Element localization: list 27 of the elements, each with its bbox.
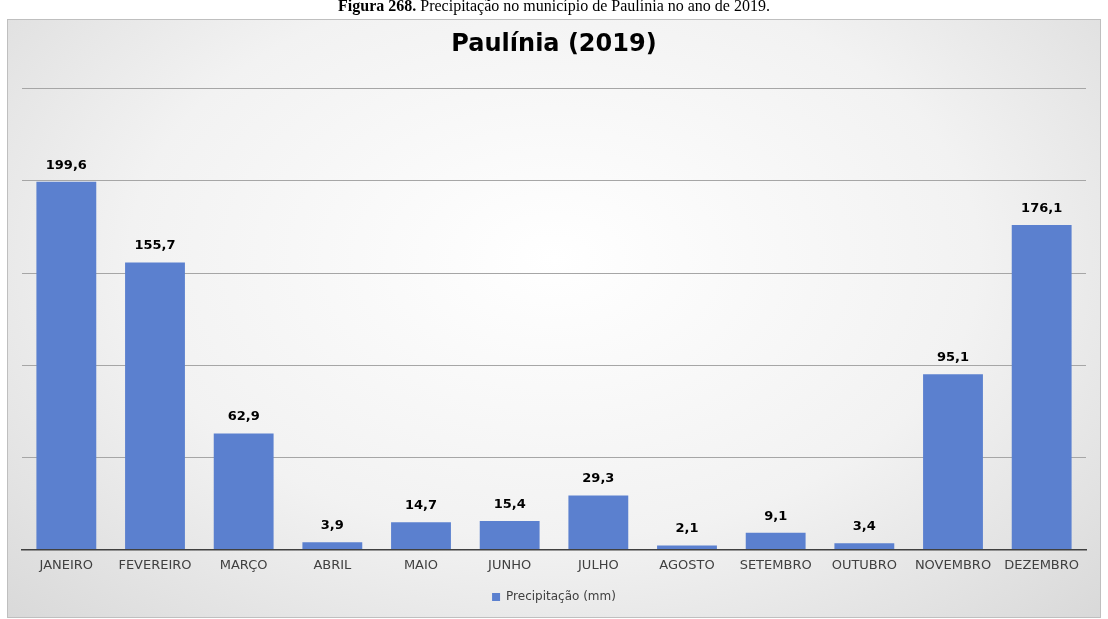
x-tick-label: MARÇO bbox=[219, 556, 268, 572]
text: Figura 268. Precipitação no município de Paulínia no ano de 2019. bbox=[337, 0, 771, 17]
data-label: 15,4 bbox=[493, 495, 526, 511]
x-tick-label: JULHO bbox=[577, 556, 619, 572]
legend-label: Precipitação (mm) bbox=[506, 589, 616, 604]
chart-title: Paulínia (2019) bbox=[451, 28, 657, 57]
x-tick-label: OUTUBRO bbox=[831, 556, 898, 572]
x-tick-label: JUNHO bbox=[487, 556, 532, 572]
x-tick-label: DEZEMBRO bbox=[1004, 556, 1080, 572]
data-label: 9,1 bbox=[764, 507, 788, 523]
x-tick-label: JANEIRO bbox=[38, 556, 94, 572]
data-label: 29,3 bbox=[582, 470, 615, 486]
data-label: 3,9 bbox=[320, 517, 344, 533]
data-label: 176,1 bbox=[1021, 199, 1063, 215]
data-label: 199,6 bbox=[45, 156, 87, 172]
x-tick-label: SETEMBRO bbox=[739, 556, 812, 572]
data-label: 95,1 bbox=[936, 349, 970, 365]
data-label: 62,9 bbox=[227, 408, 260, 424]
data-label: 14,7 bbox=[404, 497, 438, 513]
x-tick-label: NOVEMBRO bbox=[914, 556, 992, 572]
x-tick-label: AGOSTO bbox=[659, 556, 715, 572]
data-label: 3,4 bbox=[852, 518, 876, 534]
data-label: 155,7 bbox=[134, 237, 176, 253]
x-tick-label: FEVEREIRO bbox=[118, 556, 192, 572]
x-tick-label: MAIO bbox=[403, 556, 439, 572]
data-label: 2,1 bbox=[675, 520, 699, 536]
x-tick-label: ABRIL bbox=[313, 556, 353, 572]
